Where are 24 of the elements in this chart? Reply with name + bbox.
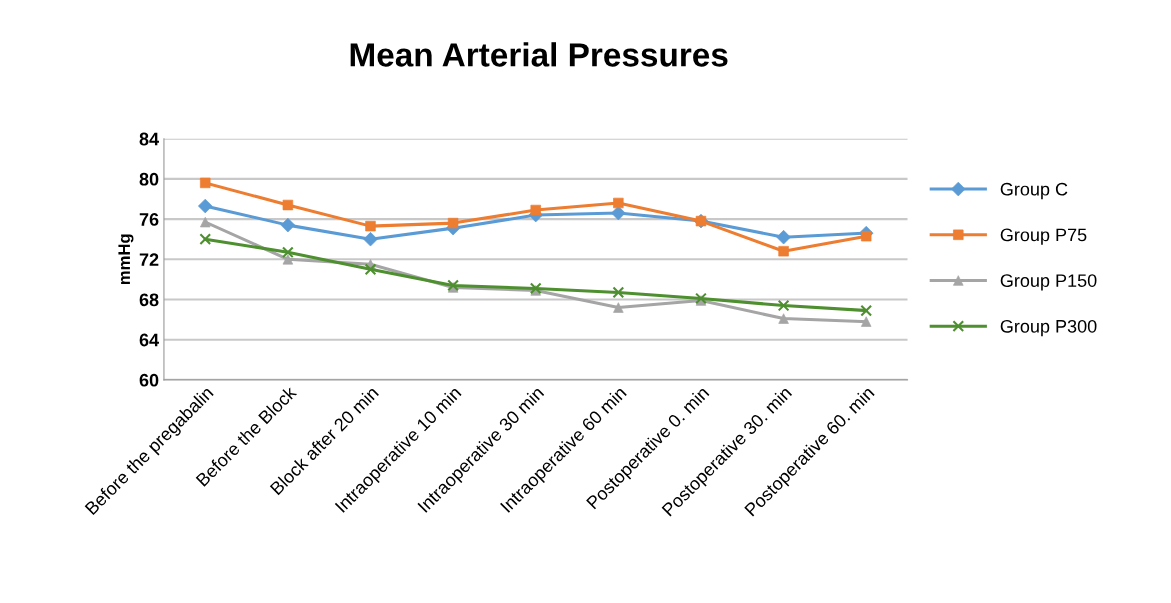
- point: [776, 229, 791, 245]
- y-tick-label: 76: [139, 213, 159, 226]
- y-tick-label: 84: [139, 132, 159, 146]
- y-tick-label: 80: [139, 172, 159, 186]
- point: [530, 204, 541, 216]
- legend-label: Group P300: [1000, 319, 1097, 337]
- y-tick-label: 64: [139, 333, 159, 347]
- y-tick-label: 60: [139, 373, 159, 387]
- y-tick-label: 68: [139, 293, 159, 307]
- y-axis-title: mmHg: [118, 234, 134, 285]
- point: [364, 263, 377, 276]
- point: [199, 233, 212, 246]
- legend-label: Group C: [1000, 182, 1068, 200]
- point: [860, 304, 873, 317]
- point: [777, 299, 790, 312]
- legend-label: Group P75: [1000, 228, 1087, 245]
- legend-label: Group P150: [1000, 274, 1097, 291]
- point: [612, 286, 625, 299]
- point: [281, 246, 294, 259]
- point: [282, 199, 294, 211]
- point: [363, 231, 378, 247]
- point: [861, 230, 872, 242]
- y-tick-label: 72: [139, 253, 159, 266]
- chart-title: Mean Arterial Pressures: [350, 42, 728, 67]
